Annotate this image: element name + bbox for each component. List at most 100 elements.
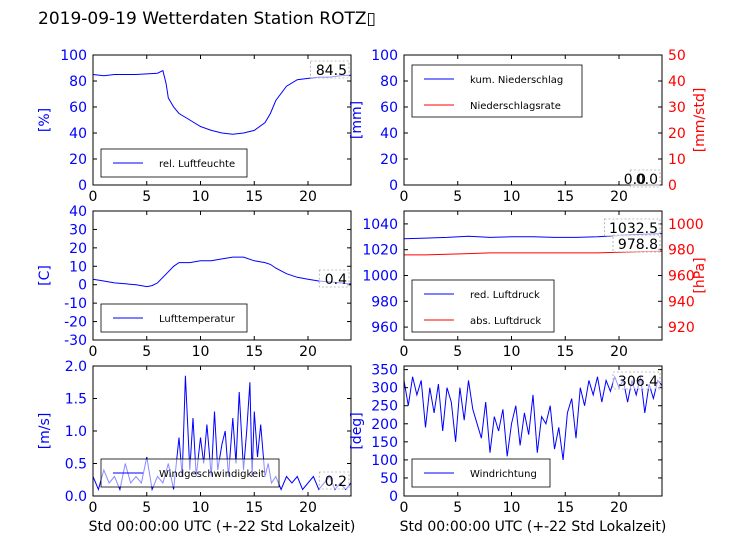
wind_direction-ytick-label: 200 bbox=[371, 417, 398, 433]
precip-ytick-label: 0 bbox=[389, 178, 398, 194]
humidity-xtick-label: 0 bbox=[89, 189, 98, 205]
humidity-ytick-label: 80 bbox=[69, 74, 87, 90]
pressure-legend-label-0: red. Luftdruck bbox=[470, 290, 540, 301]
wind_direction-ytick-label: 100 bbox=[371, 453, 398, 469]
pressure-ytick-label: 980 bbox=[371, 294, 398, 310]
wind_speed-legend-label-0: Windgeschwindigkeit bbox=[159, 469, 265, 480]
precip-frame bbox=[403, 54, 663, 186]
wind_direction-ytick-label: 350 bbox=[371, 363, 398, 379]
humidity-ytick-label: 0 bbox=[78, 178, 87, 194]
humidity-xtick-label: 15 bbox=[245, 189, 263, 205]
pressure-y2-label: [hPa] bbox=[692, 257, 708, 293]
precip-legend: kum. Niederschlag Niederschlagsrate bbox=[411, 64, 583, 118]
humidity-series-line-0 bbox=[93, 69, 351, 135]
precip-xtick-label: 10 bbox=[503, 189, 521, 205]
humidity-y-label: [%] bbox=[37, 108, 53, 132]
wind_speed-x-label: Std 00:00:00 UTC (+-22 Std Lokalzeit) bbox=[89, 519, 356, 535]
wind_direction-legend: Windrichtung bbox=[411, 458, 551, 488]
temperature-ytick-label: 20 bbox=[69, 241, 87, 257]
temperature-ytick-label: -10 bbox=[64, 296, 87, 312]
precip-panel: 0 5 10 15 20 0 20 40 60 80 100 0 10 20 30 40 50 [mm/std] [… bbox=[349, 48, 708, 205]
wind_speed-ytick-label: 0.5 bbox=[65, 457, 87, 473]
precip-legend-label-0: kum. Niederschlag bbox=[470, 75, 563, 86]
humidity-last-value: 84.5 bbox=[316, 63, 347, 79]
pressure-xtick-label: 15 bbox=[556, 344, 574, 360]
humidity-panel: 0 5 10 15 20 0 20 40 60 80 100 [%] rel. Luftfeuchte 8… bbox=[37, 48, 352, 205]
precip-xtick-label: 20 bbox=[610, 189, 628, 205]
precip-xtick-label: 5 bbox=[453, 189, 462, 205]
pressure-y2tick-label: 980 bbox=[668, 243, 695, 259]
temperature-xtick-label: 0 bbox=[89, 344, 98, 360]
precip-ytick-label: 60 bbox=[380, 100, 398, 116]
precip-y-label: [mm] bbox=[349, 101, 365, 139]
humidity-ytick-label: 40 bbox=[69, 126, 87, 142]
temperature-ytick-label: -20 bbox=[64, 315, 87, 331]
temperature-xtick-label: 20 bbox=[299, 344, 317, 360]
temperature-ytick-label: -30 bbox=[64, 333, 87, 349]
humidity-xtick-label: 20 bbox=[299, 189, 317, 205]
precip-y2tick-label: 0 bbox=[668, 178, 677, 194]
temperature-xtick-label: 15 bbox=[245, 344, 263, 360]
wind_speed-y-label: [m/s] bbox=[37, 413, 53, 450]
temperature-xtick-label: 5 bbox=[142, 344, 151, 360]
wind_direction-xtick-label: 10 bbox=[503, 500, 521, 516]
precip-xtick-label: 0 bbox=[400, 189, 409, 205]
wind_direction-ytick-label: 0 bbox=[389, 489, 398, 505]
pressure-ytick-label: 1040 bbox=[362, 217, 398, 233]
precip-y2tick-label: 50 bbox=[668, 48, 686, 64]
precip-y2tick-label: 30 bbox=[668, 100, 686, 116]
precip-ytick-label: 40 bbox=[380, 126, 398, 142]
temperature-xtick-label: 10 bbox=[192, 344, 210, 360]
pressure-y2tick-label: 920 bbox=[668, 320, 695, 336]
pressure-y2tick-label: 940 bbox=[668, 294, 695, 310]
humidity-legend-label-0: rel. Luftfeuchte bbox=[159, 159, 235, 170]
precip-xtick-label: 15 bbox=[556, 189, 574, 205]
wind_speed-xtick-label: 10 bbox=[192, 500, 210, 516]
temperature-legend-label-0: Lufttemperatur bbox=[159, 314, 236, 325]
temperature-ytick-label: 10 bbox=[69, 259, 87, 275]
pressure-legend: red. Luftdruck abs. Luftdruck bbox=[411, 279, 555, 333]
wind_direction-last-value: 306.4 bbox=[618, 374, 658, 390]
wind_direction-x-label: Std 00:00:00 UTC (+-22 Std Lokalzeit) bbox=[400, 519, 667, 535]
temperature-last-value: 0.4 bbox=[325, 272, 347, 288]
wind_speed-xtick-label: 5 bbox=[142, 500, 151, 516]
wind_speed-ytick-label: 0.0 bbox=[65, 489, 87, 505]
wind_direction-xtick-label: 20 bbox=[610, 500, 628, 516]
precip-y2tick-label: 20 bbox=[668, 126, 686, 142]
figure-title: 2019-09-19 Wetterdaten Station ROTZ▯ bbox=[38, 9, 376, 29]
wind_direction-y-label: [deg] bbox=[349, 412, 365, 449]
precip-y2tick-label: 40 bbox=[668, 74, 686, 90]
precip-ytick-label: 100 bbox=[371, 48, 398, 64]
humidity-frame bbox=[92, 54, 352, 186]
wind_speed-panel: 0 5 10 15 20 0.0 0.5 1.0 1.5 2.0 [m/s] Std 00:00:00… bbox=[37, 359, 355, 535]
wind_direction-xtick-label: 15 bbox=[556, 500, 574, 516]
precip-y2-label: [mm/std] bbox=[692, 88, 708, 153]
pressure-last-value: 1032.5 bbox=[609, 221, 658, 237]
wind_speed-last-value: 0.2 bbox=[325, 474, 347, 490]
temperature-ytick-label: 0 bbox=[78, 278, 87, 294]
pressure-xtick-label: 0 bbox=[400, 344, 409, 360]
pressure-ytick-label: 960 bbox=[371, 320, 398, 336]
wind_speed-xtick-label: 20 bbox=[299, 500, 317, 516]
humidity-legend: rel. Luftfeuchte bbox=[100, 148, 248, 178]
wind_speed-xtick-label: 15 bbox=[245, 500, 263, 516]
temperature-ytick-label: 40 bbox=[69, 204, 87, 220]
pressure-ytick-label: 1020 bbox=[362, 243, 398, 259]
temperature-series-line-0 bbox=[93, 256, 351, 288]
temperature-panel: 0 5 10 15 20 -30 -20 -10 0 10 20 30 40 [C] Lufttempera… bbox=[37, 204, 352, 360]
wind_direction-legend-label-0: Windrichtung bbox=[470, 469, 537, 480]
humidity-ytick-label: 20 bbox=[69, 152, 87, 168]
precip-last-value: 0.0 bbox=[636, 172, 658, 188]
humidity-xtick-label: 10 bbox=[192, 189, 210, 205]
pressure-y2tick-label: 1000 bbox=[668, 217, 704, 233]
humidity-xtick-label: 5 bbox=[142, 189, 151, 205]
wind_speed-ytick-label: 2.0 bbox=[65, 359, 87, 375]
pressure-legend-label-1: abs. Luftdruck bbox=[470, 316, 541, 327]
temperature-frame bbox=[92, 210, 352, 341]
pressure-xtick-label: 5 bbox=[453, 344, 462, 360]
temperature-legend: Lufttemperatur bbox=[100, 303, 248, 333]
wind_speed-ytick-label: 1.0 bbox=[65, 424, 87, 440]
pressure-panel: 0 5 10 15 20 960 980 1000 1020 1040 920 940 960 980 10… bbox=[362, 210, 708, 360]
pressure-xtick-label: 10 bbox=[503, 344, 521, 360]
